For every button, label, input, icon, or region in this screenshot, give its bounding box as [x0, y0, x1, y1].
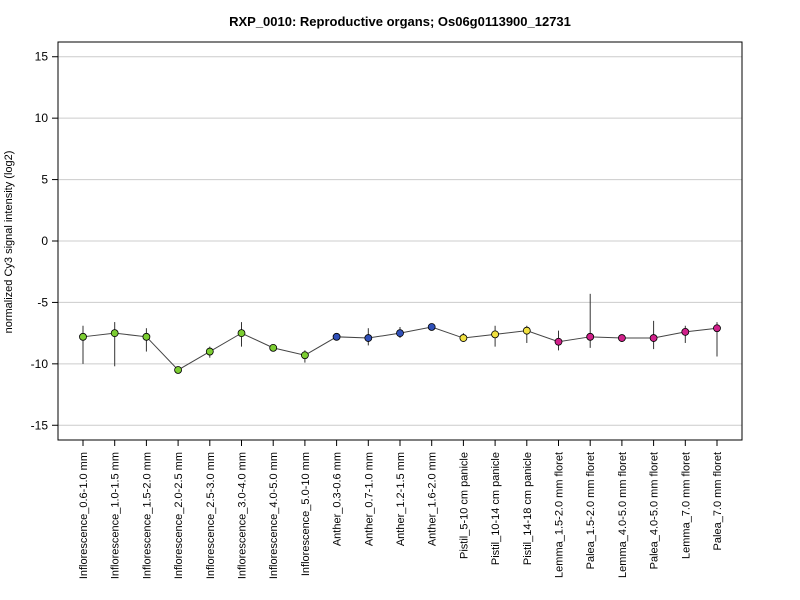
x-tick-label: Inflorescence_4.0-5.0 mm [268, 452, 280, 579]
x-tick-label: Inflorescence_5.0-10 mm [300, 452, 312, 576]
y-axis-label: normalized Cy3 signal intensity (log2) [3, 151, 15, 334]
y-tick-label: 10 [35, 111, 49, 125]
x-tick-label: Palea_4.0-5.0 mm floret [649, 452, 661, 569]
grid-lines [58, 56, 742, 426]
data-point [142, 332, 151, 341]
x-tick-label: Pistil_10-14 cm panicle [490, 452, 502, 565]
y-axis: -15 -10 -5 0 5 10 15 [31, 50, 58, 432]
data-series [79, 293, 721, 374]
data-point [300, 351, 309, 360]
data-point [79, 332, 87, 341]
data-point [491, 330, 500, 339]
data-point [205, 347, 214, 356]
x-tick-label: Inflorescence_2.0-2.5 mm [173, 452, 185, 579]
x-tick-label: Inflorescence_3.0-4.0 mm [237, 452, 249, 579]
y-tick-label: -15 [31, 418, 49, 432]
data-point [713, 324, 721, 333]
y-tick-label: 0 [41, 234, 48, 248]
x-tick-label: Pistil_5-10 cm panicle [458, 452, 470, 559]
data-point [396, 329, 404, 338]
data-point [618, 334, 626, 342]
data-point [554, 337, 563, 346]
x-tick-label: Lemma_4.0-5.0 mm floret [617, 452, 629, 578]
data-point [174, 366, 183, 374]
data-point [427, 323, 436, 331]
x-tick-label: Inflorescence_2.5-3.0 mm [205, 452, 217, 579]
y-tick-label: -5 [37, 295, 48, 309]
x-tick-label: Inflorescence_1.5-2.0 mm [141, 452, 153, 579]
data-point [586, 332, 595, 341]
x-tick-label: Anther_0.7-1.0 mm [363, 452, 375, 546]
x-tick-label: Palea_1.5-2.0 mm floret [585, 452, 597, 569]
x-tick-label: Inflorescence_1.0-1.5 mm [110, 452, 122, 579]
x-tick-label: Pistil_14-18 cm panicle [522, 452, 534, 565]
x-tick-label: Anther_1.6-2.0 mm [427, 452, 439, 546]
x-tick-label: Anther_0.3-0.6 mm [332, 452, 344, 546]
data-point [364, 334, 373, 342]
x-tick-label: Palea_7.0 mm floret [712, 452, 724, 550]
y-tick-label: -10 [31, 357, 49, 371]
data-point [649, 334, 658, 342]
data-point [681, 328, 690, 336]
data-point [522, 326, 531, 335]
data-point [332, 332, 341, 341]
x-tick-label: Anther_1.2-1.5 mm [395, 452, 407, 546]
data-point [110, 329, 119, 338]
data-point [459, 334, 468, 342]
y-tick-label: 15 [35, 50, 49, 64]
plot-frame [57, 41, 743, 441]
data-point [237, 329, 246, 338]
x-tick-label: Inflorescence_0.6-1.0 mm [78, 452, 90, 579]
data-point [269, 343, 278, 352]
y-tick-label: 5 [41, 173, 48, 187]
x-tick-label: Lemma_1.5-2.0 mm floret [554, 452, 566, 578]
x-axis-labels: Inflorescence_0.6-1.0 mm Inflorescence_1.… [78, 440, 724, 579]
chart-title: RXP_0010: Reproductive organs; Os06g0113… [229, 14, 571, 29]
x-tick-label: Lemma_7.0 mm floret [680, 452, 692, 559]
